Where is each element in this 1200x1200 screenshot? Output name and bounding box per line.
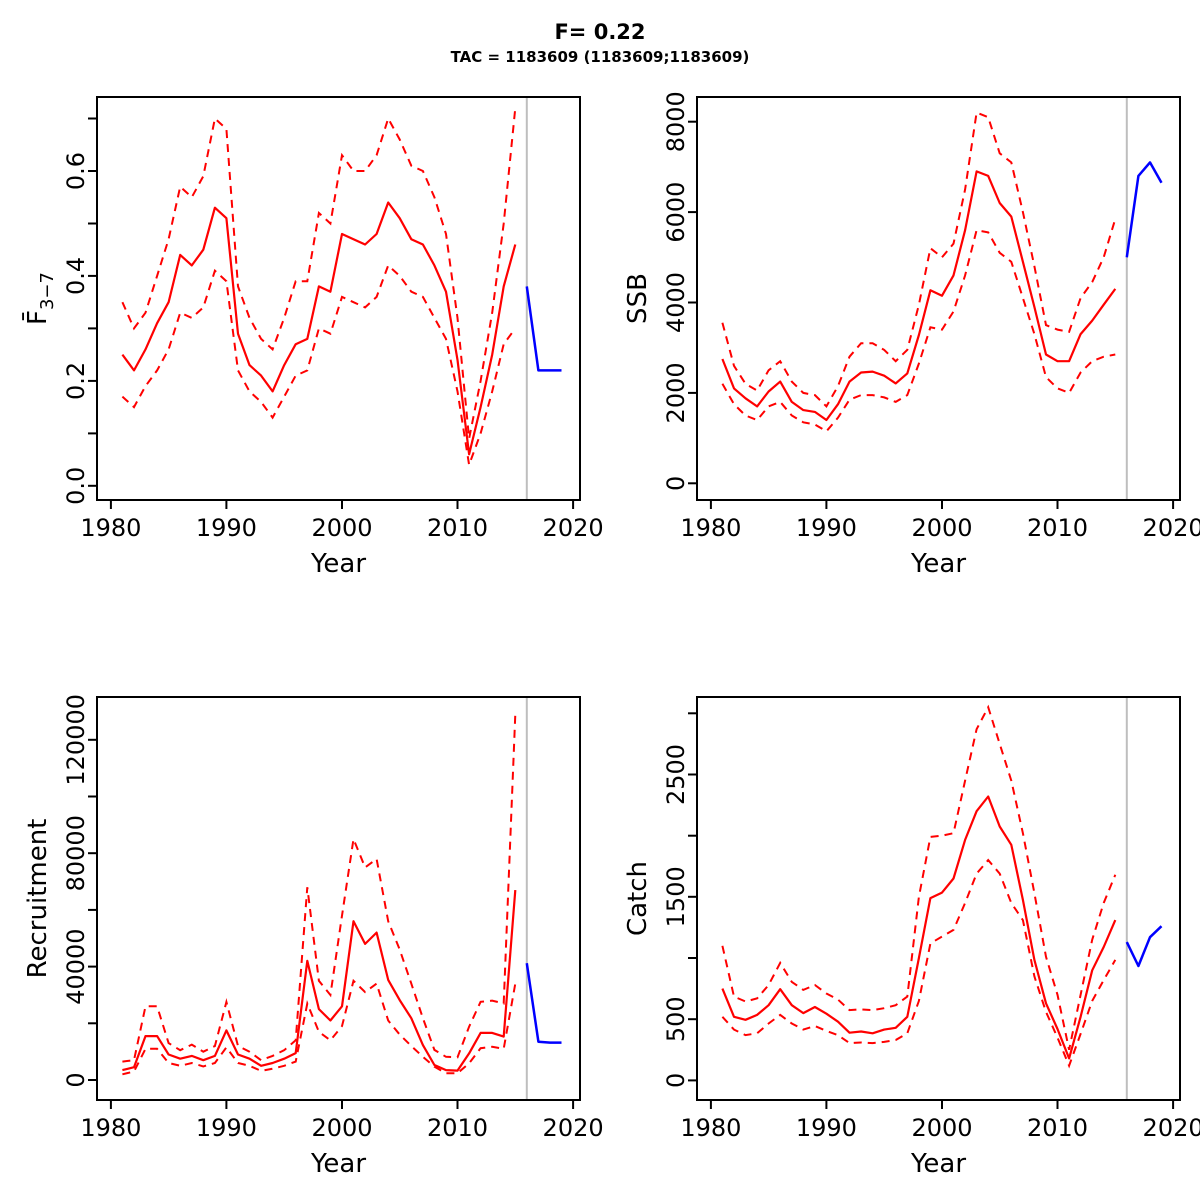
ci-upper-line (121, 107, 517, 439)
ci-upper-line (721, 704, 1117, 1051)
y-axis-title: F̄3−7 (21, 272, 58, 325)
plot-border (96, 696, 581, 1101)
x-tick-label: 2010 (427, 514, 488, 542)
y-tick-label: 40000 (62, 928, 90, 1004)
x-tick-label: 2000 (911, 514, 972, 542)
x-tick-label: 1980 (80, 1114, 141, 1142)
ci-upper-line (122, 714, 517, 1063)
x-tick-label: 2020 (1143, 1114, 1200, 1142)
x-tick-label: 2000 (911, 1114, 972, 1142)
y-tick-label: 0.2 (62, 362, 90, 400)
panel-fbar-plot: 1980 1990 2000 2010 2020 0.0 0.2 0.4 0.6 Year F̄3−… (21, 96, 604, 579)
x-tick-label: 2010 (427, 1114, 488, 1142)
y-tick-label: 6000 (662, 182, 690, 243)
median-line (121, 201, 517, 456)
figure-subtitle: TAC = 1183609 (1183609;1183609) (450, 48, 750, 66)
x-tick-label: 1990 (796, 1114, 857, 1142)
y-tick-label: 0 (662, 1073, 690, 1088)
ci-lower-line (721, 858, 1117, 1069)
x-axis-title: Year (310, 1149, 366, 1179)
projection-line (1125, 925, 1163, 968)
x-tick-label: 2000 (311, 1114, 372, 1142)
panel-catch-plot: 1980 1990 2000 2010 2020 0 500 1500 2500 Year Catc… (623, 696, 1200, 1179)
x-tick-label: 1990 (196, 1114, 257, 1142)
ci-lower-line (122, 978, 517, 1076)
x-tick-label: 1980 (80, 514, 141, 542)
x-axis-title: Year (910, 1149, 966, 1179)
x-tick-label: 2010 (1027, 1114, 1088, 1142)
y-axis-title: Catch (623, 861, 653, 936)
projection-line (525, 963, 562, 1044)
x-axis-title: Year (310, 549, 366, 579)
ci-lower-line (721, 229, 1116, 433)
y-tick-label: 0 (662, 476, 690, 491)
y-tick-label: 0.0 (62, 467, 90, 505)
x-tick-label: 2010 (1027, 514, 1088, 542)
panel-recruitment-plot: 1980 1990 2000 2010 2020 0 40000 80000 120000 Yea… (23, 694, 604, 1179)
x-axis-title: Year (910, 549, 966, 579)
x-tick-label: 1980 (680, 1114, 741, 1142)
x-tick-label: 2020 (543, 514, 604, 542)
ci-lower-line (121, 263, 517, 469)
x-tick-label: 2020 (1143, 514, 1200, 542)
y-tick-label: 2500 (662, 744, 690, 805)
ci-upper-line (721, 111, 1117, 409)
x-tick-label: 1990 (796, 514, 857, 542)
y-axis-title: Recruitment (23, 819, 53, 979)
plot-border (696, 96, 1181, 501)
median-line (721, 795, 1117, 1060)
y-axis-title: SSB (623, 273, 653, 324)
y-tick-label: 80000 (62, 815, 90, 891)
plot-border (696, 696, 1181, 1101)
x-tick-label: 1990 (196, 514, 257, 542)
plot-border (96, 96, 581, 501)
median-line (721, 170, 1117, 422)
y-tick-label: 0.6 (62, 152, 90, 190)
projection-line (1125, 161, 1163, 258)
panel-ssb-plot: 1980 1990 2000 2010 2020 0 2000 4000 6000 8000 Yea… (623, 91, 1200, 579)
y-tick-label: 120000 (62, 694, 90, 786)
median-line (122, 890, 517, 1072)
x-tick-label: 2020 (543, 1114, 604, 1142)
y-tick-label: 8000 (662, 91, 690, 152)
projection-line (525, 286, 562, 372)
y-tick-label: 0.4 (62, 257, 90, 295)
y-tick-label: 0 (62, 1072, 90, 1087)
y-tick-label: 4000 (662, 272, 690, 333)
y-tick-label: 2000 (662, 362, 690, 423)
x-tick-label: 1980 (680, 514, 741, 542)
y-tick-label: 500 (662, 996, 690, 1042)
figure-title: F= 0.22 (554, 20, 646, 44)
y-tick-label: 1500 (662, 866, 690, 927)
x-tick-label: 2000 (311, 514, 372, 542)
